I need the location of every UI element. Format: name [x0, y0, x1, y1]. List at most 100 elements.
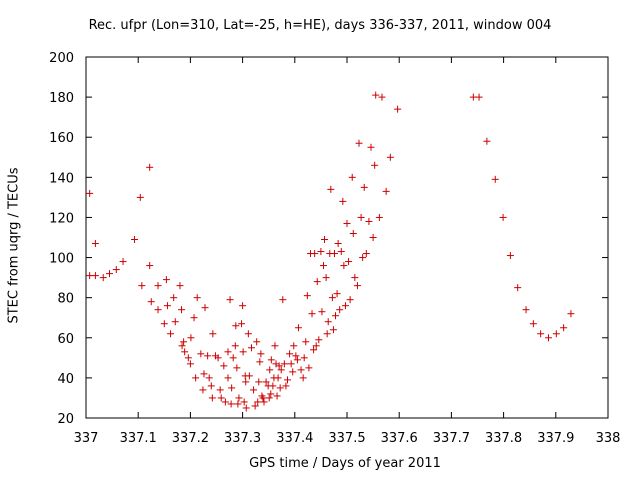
y-tick-label: 80	[57, 292, 74, 307]
data-point	[193, 294, 201, 302]
data-point	[375, 213, 383, 221]
data-point	[372, 91, 380, 99]
data-point	[386, 153, 394, 161]
data-point	[231, 342, 239, 350]
y-tick-label: 20	[57, 412, 74, 427]
data-point	[483, 137, 491, 145]
data-point	[238, 320, 246, 328]
data-point	[293, 356, 301, 364]
data-point	[232, 322, 240, 330]
data-point	[305, 364, 313, 372]
data-point	[322, 274, 330, 282]
data-point	[369, 234, 377, 241]
data-point	[273, 392, 281, 400]
data-point	[199, 386, 207, 394]
data-point	[260, 398, 268, 406]
y-tick-label: 160	[49, 131, 74, 146]
data-point	[275, 362, 283, 370]
data-point	[186, 360, 194, 368]
data-point	[303, 292, 311, 300]
x-tick-label: 337.6	[381, 431, 418, 446]
data-point	[86, 189, 94, 197]
data-point	[204, 352, 212, 360]
data-point	[262, 378, 270, 386]
x-tick-label: 337.3	[224, 431, 261, 446]
y-tick-label: 200	[49, 51, 74, 66]
data-point	[154, 306, 162, 314]
data-point	[207, 382, 215, 390]
data-point	[286, 350, 294, 358]
data-point	[491, 175, 499, 183]
data-point	[257, 350, 265, 358]
data-point	[299, 374, 307, 382]
data-point	[181, 348, 189, 356]
data-point	[244, 330, 252, 338]
data-point	[300, 354, 308, 362]
data-point	[340, 262, 348, 270]
data-point	[537, 330, 545, 338]
data-point	[91, 240, 99, 248]
data-point	[330, 250, 338, 258]
data-point	[315, 336, 323, 344]
data-point	[226, 296, 234, 304]
data-point	[367, 143, 375, 151]
data-point	[224, 348, 232, 356]
data-point	[280, 360, 288, 368]
data-point	[346, 296, 354, 304]
data-point	[289, 368, 297, 376]
data-point	[178, 342, 186, 350]
data-point	[341, 302, 349, 310]
data-point	[192, 374, 200, 382]
data-point	[317, 248, 325, 256]
data-point	[220, 362, 228, 370]
data-point	[112, 266, 120, 274]
data-point	[242, 378, 250, 386]
data-point	[332, 312, 340, 320]
data-point	[229, 354, 237, 362]
data-point	[208, 394, 216, 402]
data-point	[349, 229, 357, 237]
data-point	[475, 93, 483, 101]
data-point	[138, 282, 146, 290]
data-point	[267, 356, 275, 364]
data-point	[255, 378, 263, 386]
x-tick-label: 338	[596, 431, 621, 446]
data-point	[282, 382, 290, 390]
data-point	[167, 330, 175, 338]
data-point	[200, 370, 208, 378]
data-point	[259, 394, 267, 402]
plot-frame	[85, 56, 609, 419]
data-point	[184, 354, 192, 362]
data-point	[271, 342, 279, 350]
data-point	[160, 320, 168, 328]
data-point	[310, 346, 318, 354]
x-tick-label: 337.1	[120, 431, 157, 446]
data-point	[162, 276, 170, 284]
data-point	[266, 366, 274, 374]
data-point	[279, 296, 287, 304]
data-point	[197, 350, 205, 358]
x-tick-label: 337.5	[328, 431, 365, 446]
data-point	[359, 254, 367, 262]
data-point	[247, 344, 255, 352]
data-point	[146, 262, 154, 270]
data-point	[348, 173, 356, 181]
y-axis-label: STEC from uqrg / TECUs	[6, 167, 22, 324]
data-point	[190, 314, 198, 322]
data-point	[146, 163, 154, 171]
data-point	[321, 236, 329, 244]
data-point	[267, 390, 275, 398]
data-point	[136, 193, 144, 201]
data-point	[351, 274, 359, 282]
data-point	[201, 304, 209, 312]
data-point	[355, 139, 363, 147]
data-points	[86, 91, 575, 412]
data-point	[265, 394, 273, 402]
data-point	[311, 250, 319, 258]
data-point	[187, 334, 195, 342]
data-point	[365, 217, 373, 225]
data-point	[290, 342, 298, 350]
data-point	[302, 338, 310, 346]
y-tick-label: 180	[49, 91, 74, 106]
data-point	[269, 382, 277, 390]
